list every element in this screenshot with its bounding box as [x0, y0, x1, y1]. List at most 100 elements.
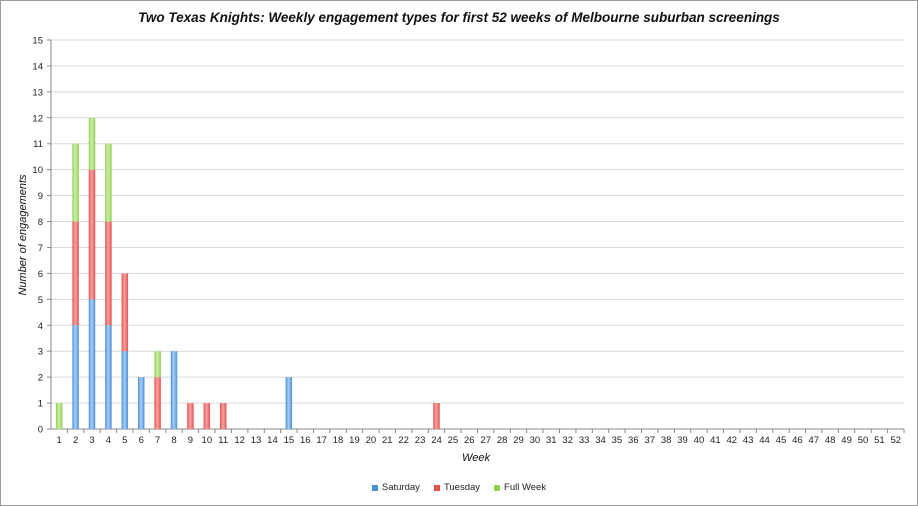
x-tick-label: 41: [710, 435, 721, 446]
x-tick-label: 40: [694, 435, 705, 446]
x-tick-label: 51: [874, 435, 885, 446]
legend-swatch: [371, 484, 378, 491]
bar-full-week: [72, 143, 79, 222]
bar-saturday: [170, 351, 178, 429]
x-tick-label: 8: [171, 435, 176, 446]
x-tick-label: 45: [776, 435, 787, 446]
x-tick-label: 4: [106, 435, 111, 446]
x-tick-label: 39: [677, 435, 688, 446]
bar-saturday: [285, 377, 293, 429]
x-tick-label: 17: [316, 435, 327, 446]
legend-swatch: [494, 484, 501, 491]
legend-item: Full Week: [494, 482, 546, 493]
y-tick-label: 0: [38, 425, 43, 436]
bar-full-week: [105, 143, 112, 222]
bar-full-week: [154, 351, 161, 378]
x-tick-label: 20: [366, 435, 377, 446]
bar-tuesday: [88, 169, 96, 300]
bar-tuesday: [154, 377, 161, 429]
x-tick-label: 34: [595, 435, 606, 446]
x-tick-label: 21: [382, 435, 393, 446]
bar-tuesday: [203, 403, 211, 429]
x-tick-label: 32: [562, 435, 573, 446]
x-tick-label: 37: [644, 435, 655, 446]
y-tick-label: 10: [32, 165, 43, 176]
bar-saturday: [137, 377, 145, 429]
bar-tuesday: [105, 221, 112, 326]
legend-swatch: [433, 484, 440, 491]
x-tick-label: 35: [612, 435, 623, 446]
x-tick-label: 18: [333, 435, 344, 446]
y-tick-label: 6: [38, 269, 43, 280]
y-tick-label: 12: [32, 113, 43, 124]
x-tick-label: 5: [122, 435, 127, 446]
legend-label: Full Week: [504, 482, 547, 493]
bar-saturday: [72, 325, 79, 429]
x-tick-label: 29: [513, 435, 524, 446]
legend: Saturday Tuesday Full Week: [0, 482, 918, 493]
x-tick-label: 36: [628, 435, 639, 446]
x-tick-label: 50: [858, 435, 869, 446]
x-tick-label: 15: [284, 435, 295, 446]
x-tick-label: 2: [73, 435, 78, 446]
x-tick-label: 42: [726, 435, 737, 446]
legend-item: Saturday: [371, 482, 420, 493]
x-tick-label: 19: [349, 435, 360, 446]
legend-label: Saturday: [381, 482, 420, 493]
x-tick-label: 12: [234, 435, 245, 446]
y-tick-label: 9: [38, 191, 43, 202]
y-tick-label: 8: [38, 217, 43, 228]
bar-saturday: [121, 351, 129, 429]
bar-tuesday: [219, 403, 227, 429]
x-tick-label: 3: [89, 435, 94, 446]
x-tick-label: 10: [202, 435, 213, 446]
x-tick-label: 30: [530, 435, 541, 446]
x-tick-label: 47: [808, 435, 819, 446]
bar-saturday: [105, 325, 112, 429]
x-tick-label: 9: [188, 435, 193, 446]
x-tick-label: 46: [792, 435, 803, 446]
x-tick-label: 22: [398, 435, 409, 446]
x-tick-label: 7: [155, 435, 160, 446]
y-tick-label: 5: [38, 295, 43, 306]
x-tick-label: 13: [251, 435, 262, 446]
x-tick-label: 23: [415, 435, 426, 446]
bar-saturday: [88, 299, 96, 429]
y-tick-label: 3: [38, 347, 43, 358]
x-tick-label: 31: [546, 435, 557, 446]
x-tick-label: 1: [57, 435, 62, 446]
x-tick-label: 48: [825, 435, 836, 446]
x-tick-label: 11: [218, 435, 228, 446]
bar-tuesday: [72, 221, 79, 326]
x-tick-label: 16: [300, 435, 311, 446]
x-tick-label: 28: [497, 435, 508, 446]
y-tick-label: 7: [38, 243, 43, 254]
y-axis-title: Number of engagements: [17, 174, 29, 296]
y-tick-label: 11: [33, 139, 43, 150]
x-tick-label: 38: [661, 435, 672, 446]
y-tick-label: 4: [38, 321, 43, 332]
y-tick-label: 13: [32, 87, 43, 98]
y-tick-label: 2: [38, 373, 43, 384]
y-tick-label: 15: [32, 36, 43, 47]
x-tick-label: 25: [448, 435, 459, 446]
x-axis-title: Week: [462, 452, 490, 464]
x-tick-label: 6: [139, 435, 144, 446]
x-tick-label: 33: [579, 435, 590, 446]
chart-title: Two Texas Knights: Weekly engagement typ…: [138, 10, 780, 25]
y-tick-label: 14: [32, 61, 43, 72]
x-tick-label: 27: [480, 435, 491, 446]
x-tick-label: 24: [431, 435, 442, 446]
bar-tuesday: [433, 403, 440, 429]
x-tick-label: 14: [267, 435, 278, 446]
bar-full-week: [88, 117, 96, 170]
bar-full-week: [55, 403, 63, 429]
x-tick-label: 52: [891, 435, 902, 446]
y-tick-label: 1: [38, 399, 43, 410]
legend-label: Tuesday: [443, 482, 481, 493]
bar-tuesday: [187, 403, 194, 429]
x-tick-label: 49: [841, 435, 852, 446]
x-tick-label: 26: [464, 435, 475, 446]
